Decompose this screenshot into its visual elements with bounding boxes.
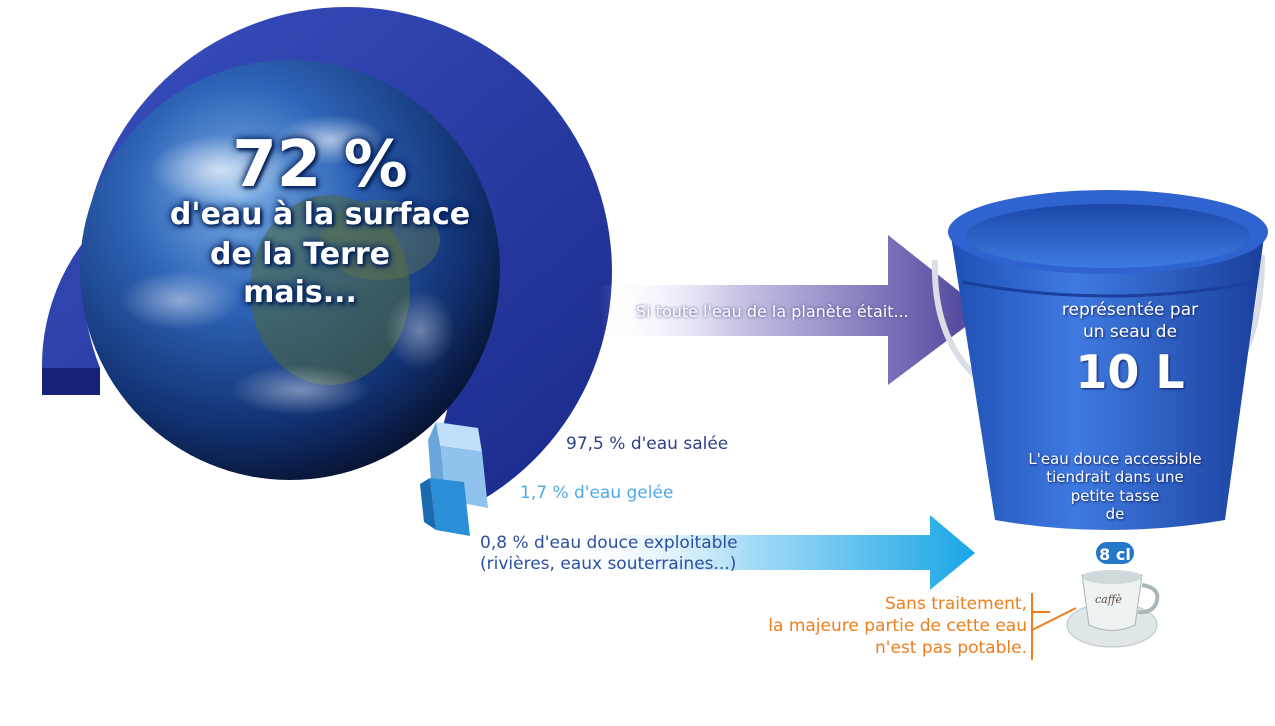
- bucket-caption-line3: L'eau douce accessible: [1028, 450, 1202, 468]
- legend-fresh-water: 0,8 % d'eau douce exploitable: [480, 533, 738, 553]
- globe-caption-line3: mais...: [243, 275, 357, 310]
- warning-line3: n'est pas potable.: [875, 638, 1027, 658]
- legend-fresh-water-detail: (rivières, eaux souterraines...): [480, 554, 737, 574]
- bucket-body: [950, 230, 1265, 530]
- bucket-caption-line6: de: [1105, 505, 1125, 523]
- earth-water-percent: 72 %: [232, 128, 408, 202]
- ice-water-block: [436, 422, 482, 452]
- arrow-to-bucket: [600, 235, 985, 385]
- earth-continent: [250, 195, 410, 385]
- warning-bracket: [1031, 593, 1077, 660]
- legend-ice-water: 1,7 % d'eau gelée: [520, 483, 674, 503]
- salt-water-arc-edge: [42, 368, 100, 395]
- bucket-caption-line2: un seau de: [1082, 322, 1178, 342]
- arrow-caption: Si toute l'eau de la planète était...: [636, 302, 909, 321]
- arrow-to-cup: [560, 515, 975, 590]
- fresh-water-block: [430, 478, 470, 536]
- cup-volume-badge: 8 cl: [1094, 540, 1136, 566]
- bucket-caption-line1: représentée par: [1061, 300, 1199, 320]
- bucket-volume: 10 L: [1075, 345, 1185, 399]
- cup-label: caffè: [1095, 593, 1123, 606]
- cup-body: [1081, 574, 1143, 631]
- warning-line1: Sans traitement,: [884, 594, 1027, 614]
- warning-line2: la majeure partie de cette eau: [768, 616, 1027, 636]
- globe-caption-line1: d'eau à la surface: [169, 197, 471, 232]
- bucket-caption-line4: tiendrait dans une: [1046, 468, 1184, 486]
- globe-caption-line2: de la Terre: [210, 237, 390, 272]
- bucket-caption-line5: petite tasse: [1070, 487, 1160, 505]
- legend-salt-water: 97,5 % d'eau salée: [566, 434, 729, 454]
